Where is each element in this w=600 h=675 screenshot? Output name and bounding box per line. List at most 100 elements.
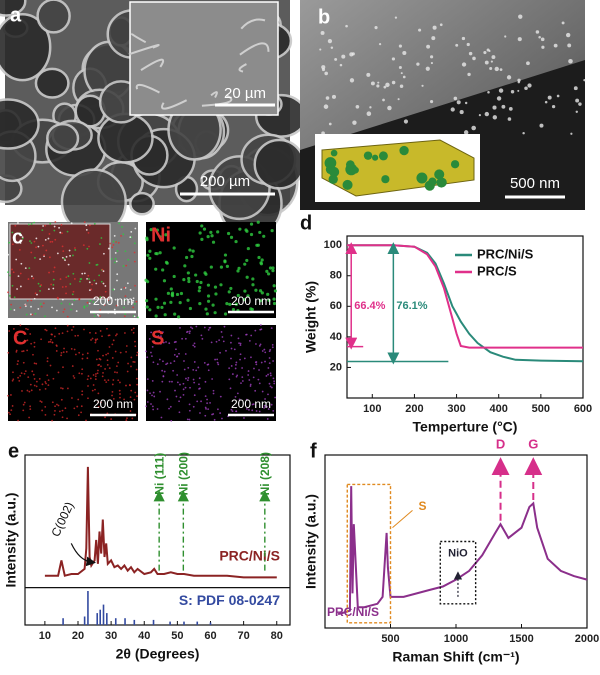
particle	[320, 30, 325, 35]
eds-dot	[30, 223, 33, 225]
eds-dot	[258, 344, 261, 347]
y-axis-label: Intensity (a.u.)	[303, 494, 319, 589]
eds-dot	[211, 303, 215, 307]
eds-dot	[169, 405, 172, 408]
eds-dot	[92, 374, 95, 376]
eds-dot	[47, 341, 50, 343]
eds-dot	[168, 380, 171, 383]
eds-dot	[182, 388, 185, 391]
eds-dot	[234, 367, 237, 370]
eds-dot	[234, 239, 238, 244]
eds-dot	[78, 372, 81, 375]
particle	[399, 84, 404, 89]
eds-dot	[198, 285, 202, 290]
particle	[319, 48, 322, 51]
eds-dot	[88, 302, 91, 305]
eds-dot	[88, 224, 91, 227]
particle	[398, 65, 402, 70]
eds-dot	[12, 378, 15, 381]
eds-dot	[125, 345, 128, 347]
eds-dot	[37, 245, 40, 248]
eds-dot	[162, 279, 167, 283]
particle	[501, 104, 506, 109]
eds-dot	[119, 396, 121, 399]
eds-dot	[35, 385, 38, 388]
eds-dot	[46, 357, 49, 360]
eds-dot	[65, 255, 68, 258]
particle	[339, 63, 343, 67]
ni-sphere	[329, 166, 340, 177]
eds-dot	[12, 271, 15, 274]
map-label: Ni	[151, 224, 171, 246]
eds-dot	[181, 337, 183, 340]
particle	[328, 122, 332, 126]
eds-dot	[12, 328, 15, 330]
eds-dot	[259, 324, 262, 326]
particle	[553, 43, 558, 48]
particle	[425, 66, 430, 71]
eds-dot	[57, 404, 60, 407]
eds-dot	[212, 389, 215, 392]
eds-dot	[150, 403, 152, 405]
eds-dot	[134, 340, 136, 343]
eds-dot	[135, 377, 138, 380]
eds-dot	[249, 307, 253, 311]
eds-dot	[193, 361, 196, 363]
particle	[490, 60, 493, 63]
eds-dot	[158, 358, 161, 361]
inset-texture	[240, 18, 266, 30]
eds-dot	[24, 267, 27, 270]
eds-dot	[34, 312, 37, 315]
eds-dot	[200, 400, 202, 403]
eds-dot	[269, 374, 272, 377]
eds-dot	[129, 384, 131, 387]
eds-dot	[132, 306, 135, 309]
eds-dot	[20, 262, 23, 265]
eds-dot	[22, 361, 25, 364]
eds-dot	[247, 370, 250, 372]
eds-dot	[236, 392, 239, 395]
eds-dot	[215, 340, 218, 343]
eds-dot	[33, 240, 36, 243]
ni-sphere	[372, 154, 379, 161]
eds-dot	[30, 389, 33, 392]
eds-dot	[116, 333, 118, 335]
eds-dot	[268, 350, 271, 353]
eds-dot	[148, 256, 152, 260]
eds-dot	[198, 383, 200, 386]
eds-dot	[41, 383, 44, 386]
eds-dot	[69, 283, 72, 285]
eds-dot	[244, 228, 248, 232]
eds-dot	[102, 354, 104, 357]
eds-dot	[216, 230, 220, 234]
x-tick-label: 2000	[575, 633, 599, 645]
eds-dot	[104, 416, 106, 419]
eds-dot	[49, 340, 52, 343]
eds-dot	[59, 410, 61, 413]
eds-dot	[242, 297, 246, 302]
x-tick-label: 300	[447, 403, 465, 415]
particle	[522, 131, 525, 135]
eds-dot	[33, 221, 36, 224]
eds-dot	[26, 339, 29, 342]
eds-dot	[274, 396, 277, 399]
eds-dot	[128, 301, 131, 303]
eds-dot	[213, 311, 217, 315]
eds-dot	[97, 405, 100, 408]
eds-dot	[164, 233, 168, 237]
eds-dot	[260, 361, 263, 364]
eds-dot	[61, 232, 63, 235]
eds-dot	[62, 351, 65, 354]
eds-dot	[221, 336, 224, 338]
eds-dot	[214, 292, 218, 296]
particle	[334, 57, 338, 61]
eds-dot	[263, 404, 266, 407]
eds-dot	[133, 260, 136, 263]
eds-dot	[152, 361, 155, 364]
eds-dot	[221, 417, 223, 420]
eds-overlay	[9, 223, 111, 300]
eds-dot	[86, 378, 89, 381]
eds-dot	[203, 361, 206, 364]
particle	[483, 50, 487, 55]
eds-dot	[165, 341, 167, 343]
